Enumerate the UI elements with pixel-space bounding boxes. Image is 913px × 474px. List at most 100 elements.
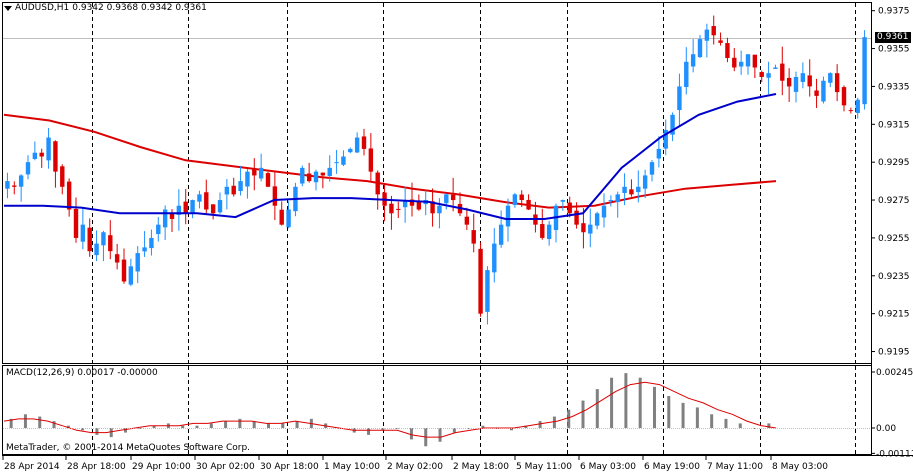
time-tick-label: 2 May 02:00 bbox=[387, 462, 443, 472]
macd-histogram-bar bbox=[753, 428, 757, 429]
time-tick-label: 6 May 03:00 bbox=[580, 462, 636, 472]
bearish-candle bbox=[759, 72, 764, 77]
bullish-candle bbox=[649, 162, 655, 175]
bearish-candle bbox=[519, 194, 524, 201]
bullish-candle bbox=[505, 205, 511, 227]
bullish-candle bbox=[601, 205, 607, 218]
macd-histogram-bar bbox=[610, 377, 614, 428]
macd-axis: 0.00245 0.00 -0.00111 bbox=[871, 368, 913, 459]
bullish-candle bbox=[656, 148, 662, 159]
bullish-candle bbox=[258, 167, 264, 179]
bullish-candle bbox=[217, 200, 223, 213]
macd-histogram-bar bbox=[181, 425, 185, 428]
price-tick-label: 0.9235 bbox=[878, 272, 910, 282]
macd-histogram-bar bbox=[452, 428, 456, 433]
bullish-candle bbox=[80, 224, 86, 242]
bearish-candle bbox=[629, 189, 634, 195]
time-tick-label: 30 Apr 02:00 bbox=[196, 462, 255, 472]
bearish-candle bbox=[169, 213, 175, 219]
bearish-candle bbox=[848, 110, 854, 112]
bullish-candle bbox=[793, 76, 799, 92]
bearish-candle bbox=[265, 173, 271, 187]
macd-histogram-bar bbox=[281, 423, 285, 428]
current-price-tag: 0.9361 bbox=[875, 32, 911, 43]
bullish-candle bbox=[444, 194, 449, 204]
bullish-candle bbox=[498, 224, 504, 245]
macd-histogram-bar bbox=[367, 428, 371, 435]
macd-histogram-bar bbox=[638, 377, 642, 428]
bullish-candle bbox=[642, 175, 648, 189]
macd-histogram-bar bbox=[224, 421, 228, 428]
bearish-candle bbox=[540, 224, 545, 238]
macd-histogram-bar bbox=[567, 409, 571, 428]
bearish-candle bbox=[396, 208, 401, 210]
bullish-candle bbox=[25, 162, 31, 175]
price-axis: 0.9375 0.9355 0.9335 0.9315 0.9295 0.9275 0.92… bbox=[871, 7, 910, 358]
bearish-candle bbox=[430, 201, 435, 214]
macd-histogram-bar bbox=[710, 414, 714, 428]
bullish-candle bbox=[156, 224, 161, 235]
price-tick-label: 0.9295 bbox=[878, 158, 910, 168]
time-tick-label: 29 Apr 10:00 bbox=[132, 462, 191, 472]
bearish-candle bbox=[73, 208, 79, 238]
macd-histogram-bar bbox=[510, 428, 514, 431]
bearish-candle bbox=[478, 248, 483, 314]
bearish-candle bbox=[60, 166, 65, 187]
bearish-candle bbox=[368, 148, 374, 172]
bullish-candle bbox=[402, 200, 408, 208]
bullish-candle bbox=[636, 186, 641, 192]
bullish-candle bbox=[245, 171, 250, 187]
bullish-candle bbox=[348, 148, 353, 153]
bullish-candle bbox=[313, 171, 319, 183]
macd-histogram-bar bbox=[252, 421, 256, 428]
slow-moving-average bbox=[3, 113, 777, 209]
bearish-candle bbox=[306, 173, 312, 182]
bearish-candle bbox=[320, 172, 326, 176]
bullish-candle bbox=[745, 54, 751, 67]
price-tick-label: 0.9335 bbox=[878, 82, 910, 92]
macd-histogram-bar bbox=[81, 428, 85, 431]
bullish-candle bbox=[862, 37, 867, 105]
macd-indicator-label: MACD(12,26,9) 0.00017 -0.00000 bbox=[6, 368, 158, 378]
price-tick-label: 0.9255 bbox=[878, 234, 910, 244]
bullish-candle bbox=[697, 39, 703, 58]
time-tick-label: 28 Apr 2014 bbox=[4, 462, 60, 472]
macd-histogram-bar bbox=[738, 423, 742, 428]
macd-histogram-bar bbox=[38, 416, 42, 428]
macd-axis-label: 0.00245 bbox=[876, 368, 913, 378]
bullish-candle bbox=[176, 205, 182, 215]
macd-histogram-bar bbox=[195, 425, 199, 428]
macd-signal-line bbox=[3, 381, 777, 438]
macd-histogram-bar bbox=[724, 418, 728, 428]
bullish-candle bbox=[224, 186, 230, 195]
bearish-candle bbox=[389, 203, 394, 214]
macd-histogram-bar bbox=[624, 373, 628, 428]
bearish-candle bbox=[272, 186, 278, 206]
symbol-timeframe: AUDUSD,H1 bbox=[15, 3, 70, 13]
ma-fast-line bbox=[4, 93, 777, 220]
bullish-candle bbox=[18, 175, 24, 187]
time-axis: 28 Apr 2014 28 Apr 18:00 29 Apr 10:00 30 Ap… bbox=[2, 455, 828, 472]
bearish-candle bbox=[814, 90, 819, 96]
bearish-candle bbox=[409, 199, 415, 206]
macd-histogram-bar bbox=[409, 428, 413, 440]
macd-histogram-bar bbox=[652, 386, 656, 428]
macd-histogram-bar bbox=[109, 428, 113, 438]
macd-histogram-bar bbox=[124, 428, 128, 433]
price-tick-label: 0.9375 bbox=[878, 7, 910, 17]
bullish-candle bbox=[766, 73, 771, 78]
bullish-candle bbox=[341, 156, 346, 165]
bullish-candle bbox=[622, 186, 627, 194]
bullish-candle bbox=[5, 181, 10, 189]
macd-histogram-bar bbox=[467, 428, 471, 429]
bearish-candle bbox=[464, 216, 470, 225]
bearish-candle bbox=[121, 259, 127, 282]
bullish-candle bbox=[684, 61, 689, 87]
macd-histogram-bar bbox=[266, 423, 270, 428]
bearish-candle bbox=[725, 43, 730, 59]
bearish-candle bbox=[39, 152, 44, 157]
bearish-candle bbox=[752, 54, 758, 68]
bearish-candle bbox=[732, 57, 737, 68]
chart-menu-dropdown-icon[interactable] bbox=[4, 5, 12, 11]
